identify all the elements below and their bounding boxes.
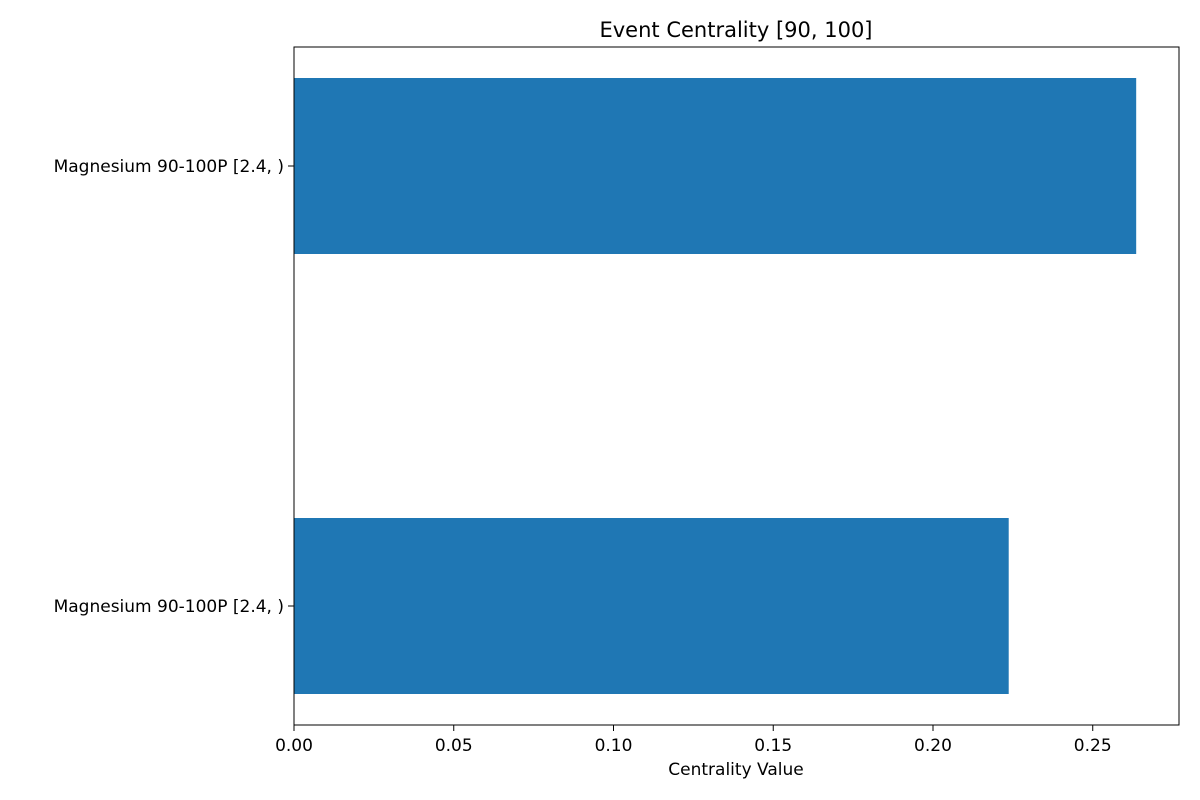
bar	[294, 518, 1009, 694]
x-tick-label: 0.00	[275, 736, 313, 756]
x-tick-label: 0.05	[435, 736, 473, 756]
x-axis-label: Centrality Value	[668, 760, 803, 780]
x-tick-label: 0.20	[914, 736, 952, 756]
bar	[294, 78, 1137, 254]
y-tick-label: Magnesium 90-100P [2.4, )	[54, 157, 284, 177]
x-axis: 0.00 0.05 0.10 0.15 0.20 0.25	[275, 725, 1112, 756]
y-axis: Magnesium 90-100P [2.4, ) Magnesium 90-10…	[54, 157, 294, 617]
bars-layer	[294, 78, 1137, 694]
x-tick-label: 0.15	[754, 736, 792, 756]
x-tick-label: 0.10	[595, 736, 633, 756]
plot-frame	[293, 46, 1180, 726]
chart-title: Event Centrality [90, 100]	[599, 18, 872, 42]
x-tick-label: 0.25	[1074, 736, 1112, 756]
y-tick-label: Magnesium 90-100P [2.4, )	[54, 597, 284, 617]
